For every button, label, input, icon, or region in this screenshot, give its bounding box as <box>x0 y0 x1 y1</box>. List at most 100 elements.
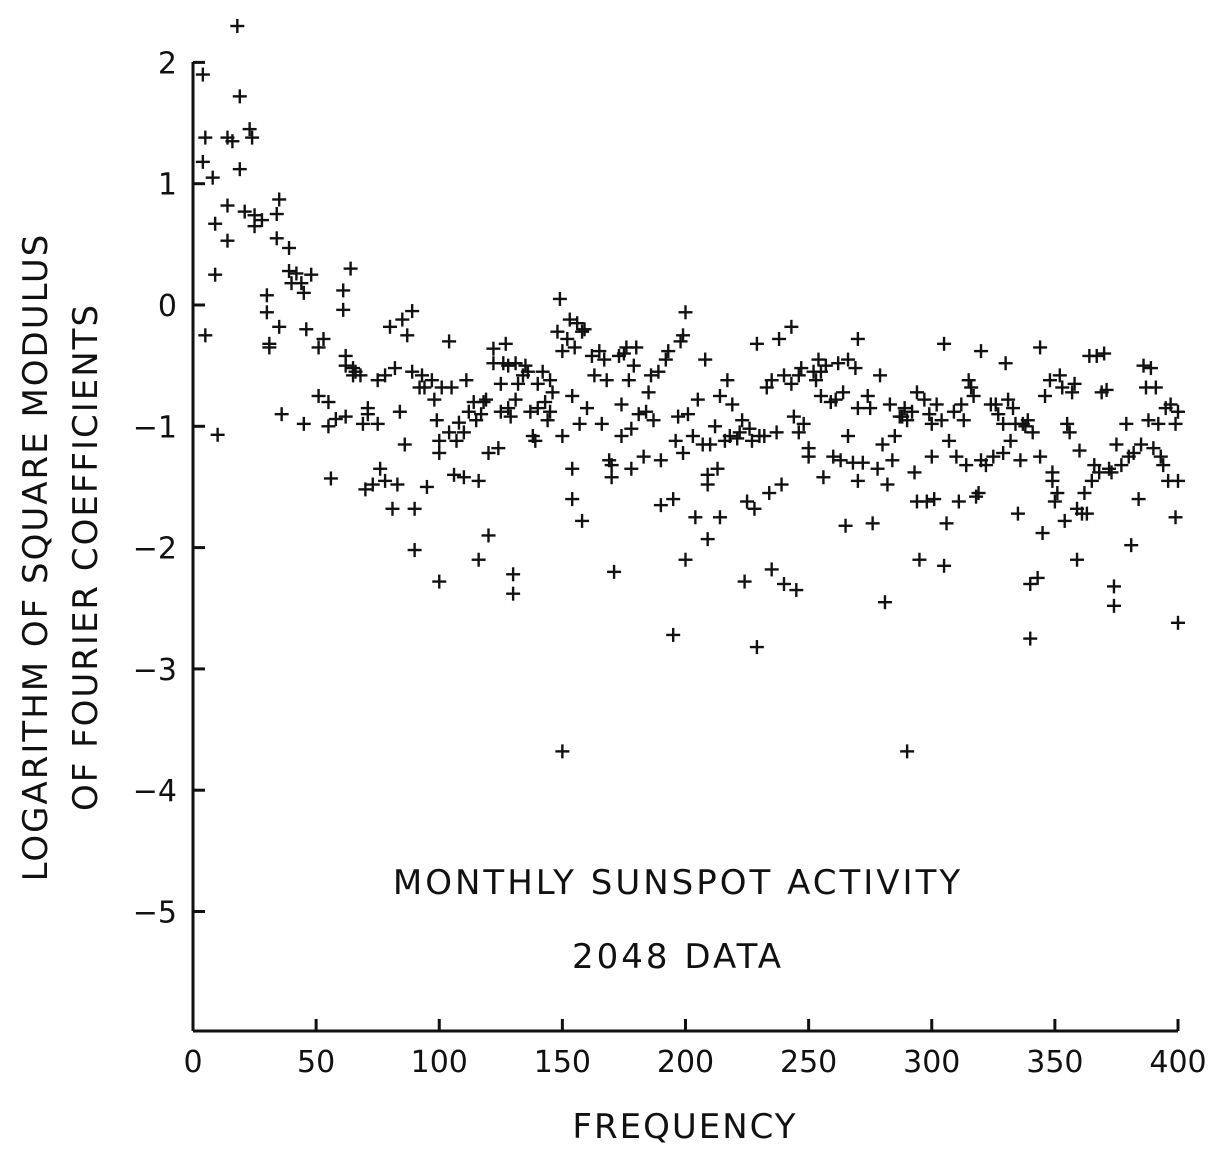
ticks <box>191 60 1180 1031</box>
data-point <box>809 373 824 388</box>
data-point <box>919 494 934 509</box>
data-point <box>1151 416 1166 431</box>
y-axis-title-line-1: LOGARITHM OF SQUARE MODULUS <box>16 233 56 882</box>
data-point <box>666 492 681 507</box>
data-point <box>237 204 252 219</box>
data-point <box>698 352 713 367</box>
data-point <box>614 429 629 444</box>
data-point <box>801 441 816 456</box>
data-point <box>456 470 471 485</box>
data-points <box>195 19 1185 759</box>
data-point <box>449 433 464 448</box>
data-point <box>1134 437 1149 452</box>
data-point <box>550 324 565 339</box>
data-point <box>1023 576 1038 591</box>
data-point <box>873 368 888 383</box>
data-point <box>937 558 952 573</box>
data-point <box>456 425 471 440</box>
data-point <box>518 358 533 373</box>
data-point <box>400 328 415 343</box>
data-point <box>259 288 274 303</box>
data-point <box>870 461 885 476</box>
x-tick-label: 400 <box>1149 1045 1206 1080</box>
data-point <box>555 429 570 444</box>
data-point <box>887 429 902 444</box>
data-point <box>407 501 422 516</box>
data-point <box>383 319 397 334</box>
data-point <box>392 404 407 419</box>
data-point <box>678 305 693 320</box>
data-point <box>653 453 668 468</box>
data-point <box>720 373 735 388</box>
data-point <box>353 368 368 383</box>
data-point <box>971 486 986 501</box>
data-point <box>917 392 932 407</box>
data-point <box>282 240 297 255</box>
data-point <box>269 231 284 246</box>
data-point <box>1079 506 1094 521</box>
data-point <box>737 574 752 589</box>
data-point <box>685 429 700 444</box>
data-point <box>311 340 326 355</box>
x-tick-label: 350 <box>1026 1045 1083 1080</box>
data-point <box>358 482 373 497</box>
data-point <box>535 364 550 379</box>
data-point <box>1153 449 1168 464</box>
data-point <box>232 89 247 104</box>
data-point <box>540 413 555 428</box>
data-point <box>405 364 420 379</box>
data-point <box>1156 458 1171 473</box>
data-point <box>651 364 666 379</box>
data-point <box>1106 579 1121 594</box>
data-point <box>565 461 580 476</box>
y-tick-label: −3 <box>133 653 177 688</box>
data-point <box>836 385 851 400</box>
data-point <box>641 385 656 400</box>
data-point <box>964 380 979 395</box>
data-point <box>397 437 412 452</box>
data-point <box>577 322 592 337</box>
data-point <box>407 543 422 558</box>
data-point <box>860 388 875 403</box>
data-point <box>254 213 269 228</box>
data-point <box>338 409 353 424</box>
data-point <box>848 361 863 376</box>
data-point <box>1124 538 1139 553</box>
data-point <box>1102 461 1117 476</box>
data-point <box>937 336 952 351</box>
data-point <box>1030 570 1045 585</box>
data-point <box>1070 552 1085 567</box>
data-point <box>833 453 848 468</box>
data-point <box>387 361 402 376</box>
data-point <box>710 461 725 476</box>
data-point <box>885 453 900 468</box>
data-point <box>599 373 614 388</box>
data-point <box>432 445 447 460</box>
data-point <box>1143 361 1158 376</box>
data-point <box>744 433 759 448</box>
data-point <box>1171 615 1185 630</box>
data-point <box>1006 401 1021 416</box>
data-point <box>461 404 476 419</box>
data-point <box>951 494 966 509</box>
data-point <box>587 368 602 383</box>
data-point <box>442 334 457 349</box>
data-point <box>1148 380 1163 395</box>
data-point <box>954 397 969 412</box>
data-point <box>850 401 865 416</box>
data-point <box>688 510 703 525</box>
data-point <box>1097 346 1112 361</box>
data-point <box>959 458 974 473</box>
data-point <box>1033 449 1048 464</box>
data-point <box>262 340 277 355</box>
data-point <box>198 328 213 343</box>
data-point <box>545 385 560 400</box>
data-point <box>424 373 439 388</box>
data-point <box>272 192 287 207</box>
data-point <box>530 376 545 391</box>
data-point <box>321 419 336 434</box>
data-point <box>794 361 809 376</box>
data-point <box>604 458 619 473</box>
data-point <box>1106 598 1121 613</box>
data-point <box>378 473 393 488</box>
